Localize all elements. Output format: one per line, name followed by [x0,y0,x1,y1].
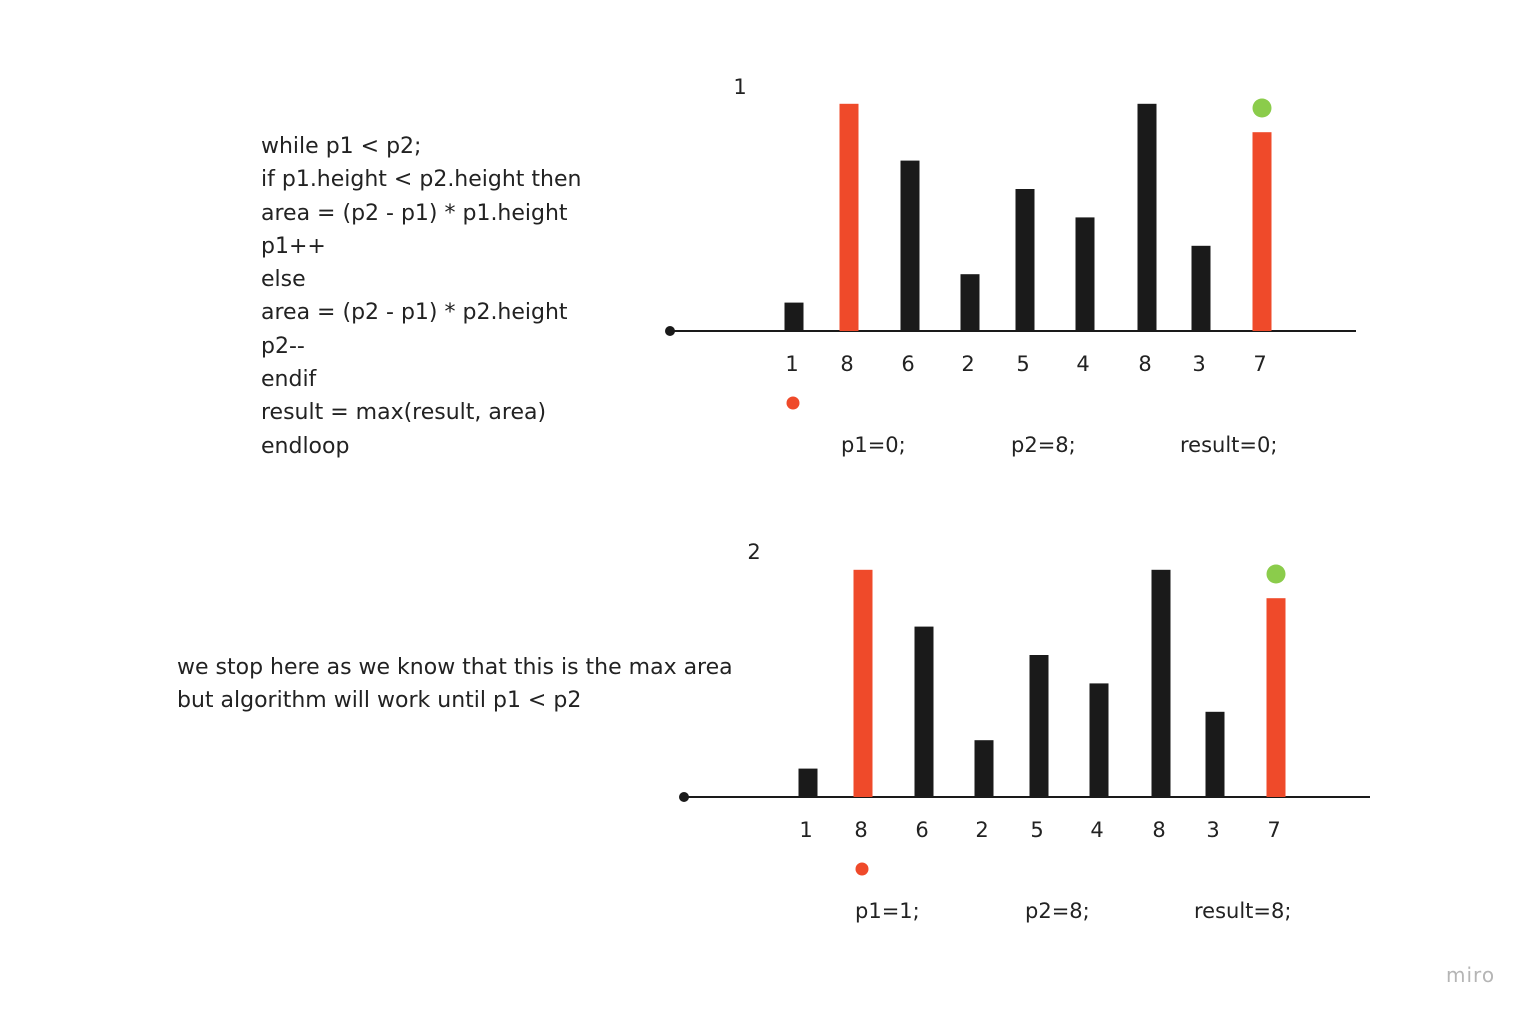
tick-label: 6 [915,818,928,842]
tick-label: 3 [1192,352,1205,376]
code-line: area = (p2 - p1) * p1.height [261,200,568,226]
bar [1191,245,1211,331]
state-p1: p1=1; [855,899,920,923]
p1-marker [786,396,800,410]
stop-note: we stop here as we know that this is the… [177,651,733,717]
bar [784,302,804,331]
code-line: p1++ [261,233,326,259]
tick-label: 8 [854,818,867,842]
p2-marker [1252,98,1272,118]
bar [1205,711,1225,797]
bar [900,160,920,331]
code-line: if p1.height < p2.height then [261,167,582,193]
tick-label: 3 [1206,818,1219,842]
bar [1252,132,1272,331]
tick-label: 2 [975,818,988,842]
tick-label: 8 [1152,818,1165,842]
bar [1015,189,1035,331]
tick-label: 8 [840,352,853,376]
bar [798,768,818,797]
code-line: result = max(result, area) [261,400,547,426]
tick-label: 7 [1267,818,1280,842]
miro-logo: miro [1446,963,1496,987]
bar [1137,103,1157,331]
tick-label: 2 [961,352,974,376]
tick-label: 4 [1090,818,1103,842]
p1-marker [855,862,869,876]
code-line: endif [261,367,317,393]
step-number: 2 [747,540,760,564]
bar [974,740,994,797]
bar [1266,598,1286,797]
bar [1151,569,1171,797]
tick-label: 1 [785,352,798,376]
bar [914,626,934,797]
state-p2: p2=8; [1025,899,1090,923]
bar [960,274,980,331]
state-result: result=8; [1194,899,1291,923]
state-p2: p2=8; [1011,433,1076,457]
code-line: endloop [261,433,350,459]
tick-label: 6 [901,352,914,376]
code-line: p2-- [261,333,305,359]
code-line: while p1 < p2; [261,134,422,159]
code-line: area = (p2 - p1) * p2.height [261,300,568,326]
bar [1075,217,1095,331]
step-diagram-2: 2 1 8 6 2 5 4 8 3 7 p1=1; p2=8; result=8; [679,540,1370,923]
bar [853,569,873,797]
tick-label: 4 [1076,352,1089,376]
p2-marker [1266,564,1286,584]
pseudocode-block: while p1 < p2; if p1.height < p2.height t… [261,130,581,463]
tick-label: 5 [1016,352,1029,376]
state-result: result=0; [1180,433,1277,457]
tick-label: 7 [1253,352,1266,376]
axis-origin-dot [665,326,675,336]
tick-label: 8 [1138,352,1151,376]
note-line: we stop here as we know that this is the… [177,655,733,680]
state-p1: p1=0; [841,433,906,457]
bar [1029,655,1049,797]
code-line: else [261,267,306,293]
note-line: but algorithm will work until p1 < p2 [177,688,582,713]
bar [1089,683,1109,797]
step-diagram-1: 1 1 8 6 2 5 4 8 3 7 p1=0; p2=8; result=0; [665,75,1356,457]
step-number: 1 [733,75,746,99]
axis-origin-dot [679,792,689,802]
tick-label: 5 [1030,818,1043,842]
bar [839,103,859,331]
tick-label: 1 [799,818,812,842]
